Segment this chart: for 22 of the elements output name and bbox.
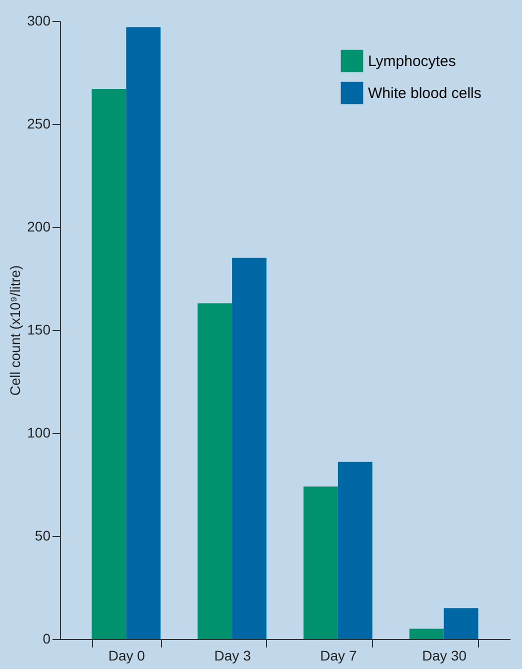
y-tick-label: 250: [27, 116, 51, 132]
bar: [444, 608, 478, 639]
legend-label: Lymphocytes: [368, 53, 456, 70]
legend-label: White blood cells: [368, 85, 482, 102]
y-tick-label: 50: [34, 528, 51, 544]
y-tick-label: 150: [27, 322, 51, 338]
x-tick-label: Day 7: [320, 648, 357, 664]
bar: [232, 258, 266, 639]
bar: [338, 462, 372, 639]
y-axis-title: Cell count (x10⁹/litre): [7, 265, 24, 396]
x-tick-label: Day 3: [214, 648, 252, 664]
y-tick-label: 300: [27, 12, 51, 28]
y-tick-label: 100: [27, 424, 51, 440]
y-tick-label: 0: [42, 630, 51, 646]
bar: [409, 628, 444, 639]
bar: [198, 303, 232, 639]
x-tick-label: Day 30: [422, 648, 467, 664]
bar: [304, 486, 338, 639]
y-tick-label: 200: [27, 218, 51, 234]
bar: [92, 88, 126, 639]
bar: [126, 27, 161, 639]
x-tick-label: Day 0: [108, 648, 146, 664]
